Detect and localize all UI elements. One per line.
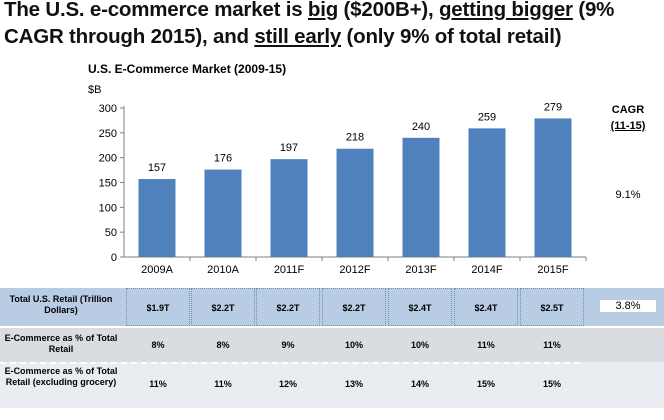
bar	[534, 118, 572, 258]
table-cell: $2.2T	[256, 288, 320, 326]
table-cell: 8%	[216, 340, 230, 350]
y-axis-label: $B	[88, 84, 101, 96]
table-cell: $1.9T	[126, 288, 190, 326]
cagr-retail-value: 3.8%	[600, 300, 656, 312]
bar	[204, 169, 242, 257]
row-label: Total U.S. Retail (Trillion Dollars)	[9, 294, 113, 315]
table-cell: 11%	[214, 379, 232, 389]
data-label: 259	[478, 111, 496, 123]
x-tick-label: 2009A	[141, 264, 173, 276]
table-cell: $2.2T	[322, 288, 386, 326]
y-tick-label: 50	[105, 227, 117, 239]
data-label: 157	[148, 162, 166, 174]
row-label: E-Commerce as % of Total Retail (excludi…	[4, 366, 118, 387]
table-row-ecom-share: E-Commerce as % of Total Retail 8% 8% 9%…	[0, 328, 664, 362]
bar	[270, 159, 308, 257]
table-cell: 13%	[344, 379, 363, 389]
table-cell: $2.4T	[388, 288, 452, 326]
x-tick-label: 2012F	[339, 264, 370, 276]
data-label: 197	[280, 142, 298, 154]
x-tick-label: 2010A	[207, 264, 239, 276]
bar	[468, 128, 506, 257]
y-tick-label: 100	[99, 202, 117, 214]
table-cell: 11%	[477, 340, 495, 350]
bar	[402, 137, 440, 257]
headline-text: The U.S. e-commerce market is	[4, 0, 308, 21]
chart-title: U.S. E-Commerce Market (2009-15)	[88, 62, 287, 76]
headline-line-2: CAGR through 2015), and still early (onl…	[4, 23, 660, 50]
cagr-header-period: (11-15)	[610, 120, 646, 132]
table-cell: 14%	[410, 379, 429, 389]
table-cell: 10%	[344, 340, 363, 350]
headline-emphasis-big: big	[307, 0, 339, 21]
data-label: 240	[412, 121, 430, 133]
y-tick-label: 0	[111, 252, 117, 264]
headline-emphasis-getting-bigger: getting bigger	[438, 0, 573, 21]
headline-text: CAGR through 2015), and	[4, 25, 255, 48]
table-cell: 11%	[543, 340, 561, 350]
headline-text: (9%	[572, 0, 615, 21]
x-tick-label: 2014F	[471, 264, 502, 276]
row-label: E-Commerce as % of Total Retail	[4, 333, 118, 354]
y-tick-label: 250	[99, 128, 117, 140]
row-divider	[0, 362, 580, 364]
headline-text: (only 9% of total retail)	[341, 25, 562, 48]
cagr-header: CAGR (11-15)	[600, 102, 656, 134]
table-cell: 15%	[542, 379, 561, 389]
y-tick-label: 300	[99, 103, 117, 115]
table-cell: 15%	[476, 379, 495, 389]
headline: The U.S. e-commerce market is big ($200B…	[4, 0, 660, 50]
table-cell: $2.5T	[520, 288, 584, 326]
headline-emphasis-still-early: still early	[254, 25, 342, 48]
bar	[138, 179, 176, 257]
headline-text: ($200B+),	[338, 0, 439, 21]
y-tick-label: 200	[99, 153, 117, 165]
data-label: 176	[214, 153, 232, 165]
x-tick-label: 2013F	[405, 264, 436, 276]
x-tick-label: 2015F	[537, 264, 568, 276]
headline-line-1: The U.S. e-commerce market is big ($200B…	[4, 0, 660, 23]
table-cell: 11%	[149, 379, 167, 389]
bar-chart: $B 0 50 100 150 200 250 300 157 2009A 176 2010A 197 2…	[88, 84, 587, 276]
y-tick-label: 150	[99, 178, 117, 190]
data-label: 279	[544, 101, 562, 113]
table-cell: $2.2T	[191, 288, 255, 326]
bar	[336, 148, 374, 257]
table-row-ecom-share-ex-grocery: E-Commerce as % of Total Retail (excludi…	[0, 362, 664, 408]
table-row-total-retail: Total U.S. Retail (Trillion Dollars) $1.…	[0, 288, 664, 326]
cagr-market-value: 9.1%	[615, 189, 641, 201]
data-label: 218	[346, 132, 364, 144]
table-cell: 8%	[151, 340, 165, 350]
cagr-header-label: CAGR	[611, 104, 645, 116]
table-cell: 10%	[410, 340, 429, 350]
x-tick-label: 2011F	[274, 264, 305, 276]
table-cell: 12%	[278, 379, 297, 389]
table-cell: $2.4T	[454, 288, 518, 326]
table-cell: 9%	[281, 340, 295, 350]
